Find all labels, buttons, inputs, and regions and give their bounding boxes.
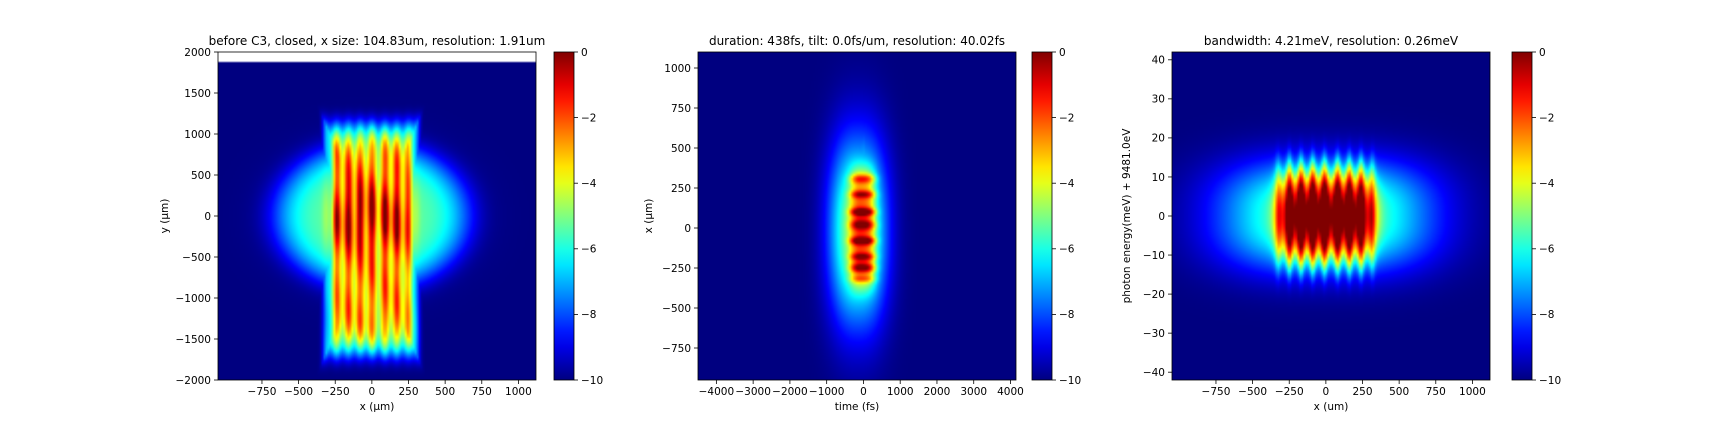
y-tick-label: 2000 xyxy=(184,47,211,59)
colorbar-tick-label: −6 xyxy=(581,244,597,256)
x-tick-label: 250 xyxy=(1352,386,1372,398)
x-tick-label: 1000 xyxy=(1459,386,1486,398)
colorbar xyxy=(1031,51,1053,381)
x-tick-label: 250 xyxy=(398,386,418,398)
x-tick-label: −750 xyxy=(1202,386,1231,398)
y-tick-label: −20 xyxy=(1143,289,1165,301)
axes-frame xyxy=(697,51,1017,381)
chart-title: before C3, closed, x size: 104.83um, res… xyxy=(209,34,546,48)
colorbar-tick-label: −8 xyxy=(1539,309,1554,321)
x-tick-label: −500 xyxy=(284,386,313,398)
x-tick-label: 500 xyxy=(435,386,455,398)
x-tick-label: 1000 xyxy=(887,386,914,398)
chart-panel-2: −4000 −3000 −2000 −1000 0 1000 2000 3000 4000−75… xyxy=(643,34,1081,413)
y-tick-label: 40 xyxy=(1152,55,1165,67)
y-tick-label: −500 xyxy=(182,252,211,264)
y-tick-label: 750 xyxy=(671,103,691,115)
y-tick-label: 1500 xyxy=(184,88,211,100)
y-tick-label: −250 xyxy=(662,263,691,275)
y-tick-label: −10 xyxy=(1143,250,1165,262)
colorbar-tick-label: −2 xyxy=(1539,112,1554,124)
y-tick-label: 0 xyxy=(1158,211,1165,223)
x-tick-label: −750 xyxy=(248,386,277,398)
heatmap-image xyxy=(1172,52,1490,380)
colorbar-tick-label: −2 xyxy=(581,112,596,124)
colorbar-tick-label: −4 xyxy=(1059,178,1075,190)
colorbar-tick-label: −8 xyxy=(1059,309,1074,321)
y-tick-label: −750 xyxy=(662,343,691,355)
y-tick-label: 1000 xyxy=(184,129,211,141)
y-axis-label: photon energy(meV) + 9481.0eV xyxy=(1121,128,1133,304)
x-axis-label: x (um) xyxy=(1314,401,1349,413)
colorbar-tick-label: −6 xyxy=(1539,244,1555,256)
colorbar-tick-label: −10 xyxy=(1059,375,1081,387)
x-tick-label: 1000 xyxy=(505,386,532,398)
x-tick-label: 750 xyxy=(1426,386,1446,398)
heatmap-image xyxy=(698,52,1016,380)
chart-panel-3: −750 −500 −250 0 250 500 750 1000−40−30−20−1001… xyxy=(1121,34,1561,413)
chart-title: duration: 438fs, tilt: 0.0fs/um, resolut… xyxy=(709,34,1005,48)
colorbar-tick-label: −4 xyxy=(581,178,597,190)
y-tick-label: 1000 xyxy=(664,63,691,75)
y-tick-label: 500 xyxy=(191,170,211,182)
y-tick-label: 20 xyxy=(1152,133,1165,145)
x-axis-label: time (fs) xyxy=(835,401,879,413)
y-tick-label: 0 xyxy=(204,211,211,223)
x-tick-label: 0 xyxy=(369,386,376,398)
x-tick-label: 750 xyxy=(472,386,492,398)
colorbar-tick-label: −8 xyxy=(581,309,596,321)
colorbar-tick-label: −10 xyxy=(581,375,603,387)
y-tick-label: 0 xyxy=(684,223,691,235)
colorbar-tick-label: −10 xyxy=(1539,375,1561,387)
chart-title: bandwidth: 4.21meV, resolution: 0.26meV xyxy=(1204,34,1459,48)
x-tick-label: 0 xyxy=(860,386,867,398)
y-axis-label: x (μm) xyxy=(643,199,655,234)
y-tick-label: −40 xyxy=(1143,367,1165,379)
colorbar-tick-label: 0 xyxy=(1539,47,1546,59)
x-tick-label: −250 xyxy=(1275,386,1304,398)
y-tick-label: 250 xyxy=(671,183,691,195)
chart-panel-1: −750 −500 −250 0 250 500 750 1000−2000−1500−100… xyxy=(159,34,603,413)
colorbar-tick-label: 0 xyxy=(1059,47,1066,59)
y-tick-label: 500 xyxy=(671,143,691,155)
x-tick-label: 3000 xyxy=(960,386,987,398)
colorbar xyxy=(1511,51,1533,381)
x-axis-label: x (μm) xyxy=(360,401,395,413)
x-tick-label: −250 xyxy=(321,386,350,398)
y-tick-label: 30 xyxy=(1152,94,1165,106)
x-tick-label: 2000 xyxy=(924,386,951,398)
y-tick-label: 10 xyxy=(1152,172,1165,184)
y-tick-label: −1500 xyxy=(175,334,211,346)
x-tick-label: 500 xyxy=(1389,386,1409,398)
y-tick-label: −1000 xyxy=(175,293,211,305)
x-tick-label: −1000 xyxy=(809,386,845,398)
x-tick-label: 0 xyxy=(1323,386,1330,398)
y-tick-label: −2000 xyxy=(175,375,211,387)
x-tick-label: 4000 xyxy=(997,386,1024,398)
x-tick-label: −500 xyxy=(1238,386,1267,398)
y-axis-label: y (μm) xyxy=(159,199,171,234)
colorbar-tick-label: −4 xyxy=(1539,178,1555,190)
colorbar-tick-label: 0 xyxy=(581,47,588,59)
colorbar-tick-label: −2 xyxy=(1059,112,1074,124)
x-tick-label: −4000 xyxy=(699,386,735,398)
colorbar xyxy=(553,51,575,381)
y-tick-label: −500 xyxy=(662,303,691,315)
heatmap-image xyxy=(218,52,536,380)
x-tick-label: −2000 xyxy=(772,386,808,398)
x-tick-label: −3000 xyxy=(735,386,771,398)
colorbar-tick-label: −6 xyxy=(1059,244,1075,256)
y-tick-label: −30 xyxy=(1143,328,1165,340)
